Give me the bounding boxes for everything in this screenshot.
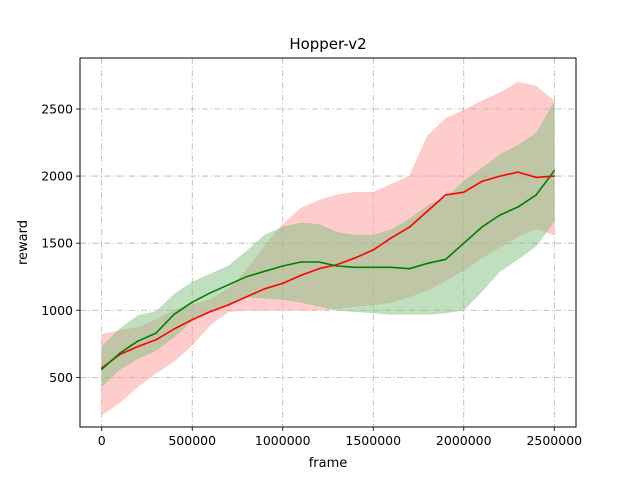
series-1-point — [426, 262, 429, 265]
series-1-point — [155, 332, 157, 334]
series-1-point — [281, 265, 284, 267]
series-1-point — [318, 261, 320, 263]
series-0-point — [535, 176, 537, 179]
series-1-point — [300, 261, 302, 263]
series-1-point — [119, 352, 121, 355]
series-0-point — [173, 328, 175, 330]
y-tick-label: 2500 — [41, 101, 73, 116]
series-1-point — [408, 267, 411, 270]
chart-title: Hopper-v2 — [289, 35, 366, 53]
series-1-point — [499, 214, 501, 216]
series-0-point — [263, 287, 266, 290]
series-1-point — [263, 270, 266, 273]
x-tick-label: 500000 — [168, 433, 216, 448]
y-tick-label: 1000 — [41, 303, 73, 318]
confidence-bands — [101, 81, 555, 416]
series-0-point — [553, 175, 556, 177]
x-axis-label: frame — [309, 456, 348, 471]
x-tick-label: 2500000 — [526, 433, 582, 448]
series-1-point — [354, 266, 356, 269]
series-0-point — [517, 171, 519, 173]
series-0-point — [372, 249, 375, 251]
series-lines — [100, 169, 556, 371]
x-tick-label: 1000000 — [255, 433, 311, 448]
series-0-point — [227, 304, 230, 306]
series-1-point — [227, 283, 230, 286]
series-1-point — [137, 340, 139, 342]
series-0-point — [300, 274, 302, 277]
ticks: 0 500000 1000000 1500000 2000000 2500000 500 10… — [41, 101, 582, 448]
series-1-point — [245, 275, 248, 278]
series-0-point — [499, 175, 501, 177]
series-0-point — [354, 257, 356, 259]
series-1-point — [100, 368, 103, 371]
series-0-point — [155, 338, 157, 341]
series-0-point — [137, 345, 139, 348]
x-tick-label: 1500000 — [345, 433, 401, 448]
series-1-point — [209, 292, 212, 294]
series-1-line — [101, 170, 555, 370]
series-0-line — [101, 171, 555, 369]
series-1-point — [517, 206, 519, 208]
series-1-point — [191, 301, 194, 304]
series-1-point — [481, 226, 483, 228]
series-0-point — [209, 310, 212, 313]
series-0-point — [462, 191, 465, 193]
series-1-point — [553, 169, 556, 172]
series-1-point — [173, 313, 175, 316]
series-0-point — [281, 282, 284, 285]
series-1-point — [535, 194, 537, 196]
series-1-point — [372, 266, 375, 269]
y-tick-label: 1500 — [41, 236, 73, 251]
series-0-point — [444, 194, 447, 196]
x-tick-label: 0 — [98, 433, 106, 448]
series-0-point — [390, 237, 393, 239]
series-0-point — [408, 226, 411, 228]
series-1-point — [444, 258, 447, 261]
series-0-point — [481, 180, 483, 183]
y-tick-label: 2000 — [41, 169, 73, 184]
y-axis-label: reward — [16, 220, 31, 265]
series-1-point — [462, 242, 465, 244]
series-0-point — [191, 318, 194, 321]
x-tick-label: 2000000 — [436, 433, 492, 448]
series-1-point — [390, 266, 393, 269]
y-tick-label: 500 — [49, 370, 73, 385]
plot-frame — [79, 57, 577, 428]
series-0-point — [426, 210, 429, 212]
series-0-point — [318, 267, 320, 270]
series-1-point — [336, 265, 338, 267]
series-0-point — [336, 263, 338, 266]
series-0-point — [245, 296, 248, 298]
